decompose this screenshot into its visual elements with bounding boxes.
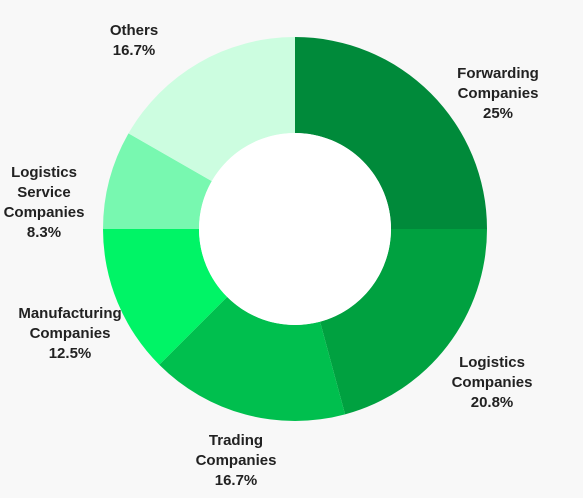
slice-label-line: Companies [29, 325, 111, 342]
slice-label: Logistics Service Companies 8.3% [4, 163, 85, 243]
slice-label-line: Companies [451, 374, 533, 391]
pie-slice [320, 229, 487, 415]
slice-value-label: 25% [482, 105, 514, 122]
slice-label-line: Logistics [11, 164, 77, 181]
pie-slice [103, 133, 212, 229]
slice-label-line: Companies [195, 452, 277, 469]
slice-label-line: Manufacturing [18, 305, 122, 322]
slice-value-label: 16.7% [112, 42, 156, 59]
donut-hole [199, 133, 391, 325]
slice-label-line: Companies [457, 85, 539, 102]
slice-value-label: 20.8% [470, 394, 514, 411]
slice-label: Others 16.7% [110, 21, 158, 61]
slice-value-label: 12.5% [48, 345, 92, 362]
slice-label-line: Logistics [459, 354, 525, 371]
pie-slice [159, 296, 346, 421]
slice-label: Manufacturing Companies 12.5% [18, 304, 121, 364]
slice-label-line: Service [17, 184, 71, 201]
slice-label: Logistics Companies 20.8% [452, 353, 533, 413]
slice-label: Forwarding Companies 25% [457, 64, 539, 124]
pie-slice [103, 229, 228, 365]
pie-slice [128, 36, 295, 182]
slice-label-line: Companies [3, 204, 85, 221]
slice-value-label: 16.7% [214, 472, 258, 489]
slice-value-label: 8.3% [26, 224, 62, 241]
slice-label-line: Trading [208, 432, 264, 449]
slice-label-line: Forwarding [457, 65, 539, 82]
slice-label: Trading Companies 16.7% [196, 431, 277, 491]
pie-slice [295, 37, 487, 229]
slice-label-line: Others [109, 22, 159, 39]
